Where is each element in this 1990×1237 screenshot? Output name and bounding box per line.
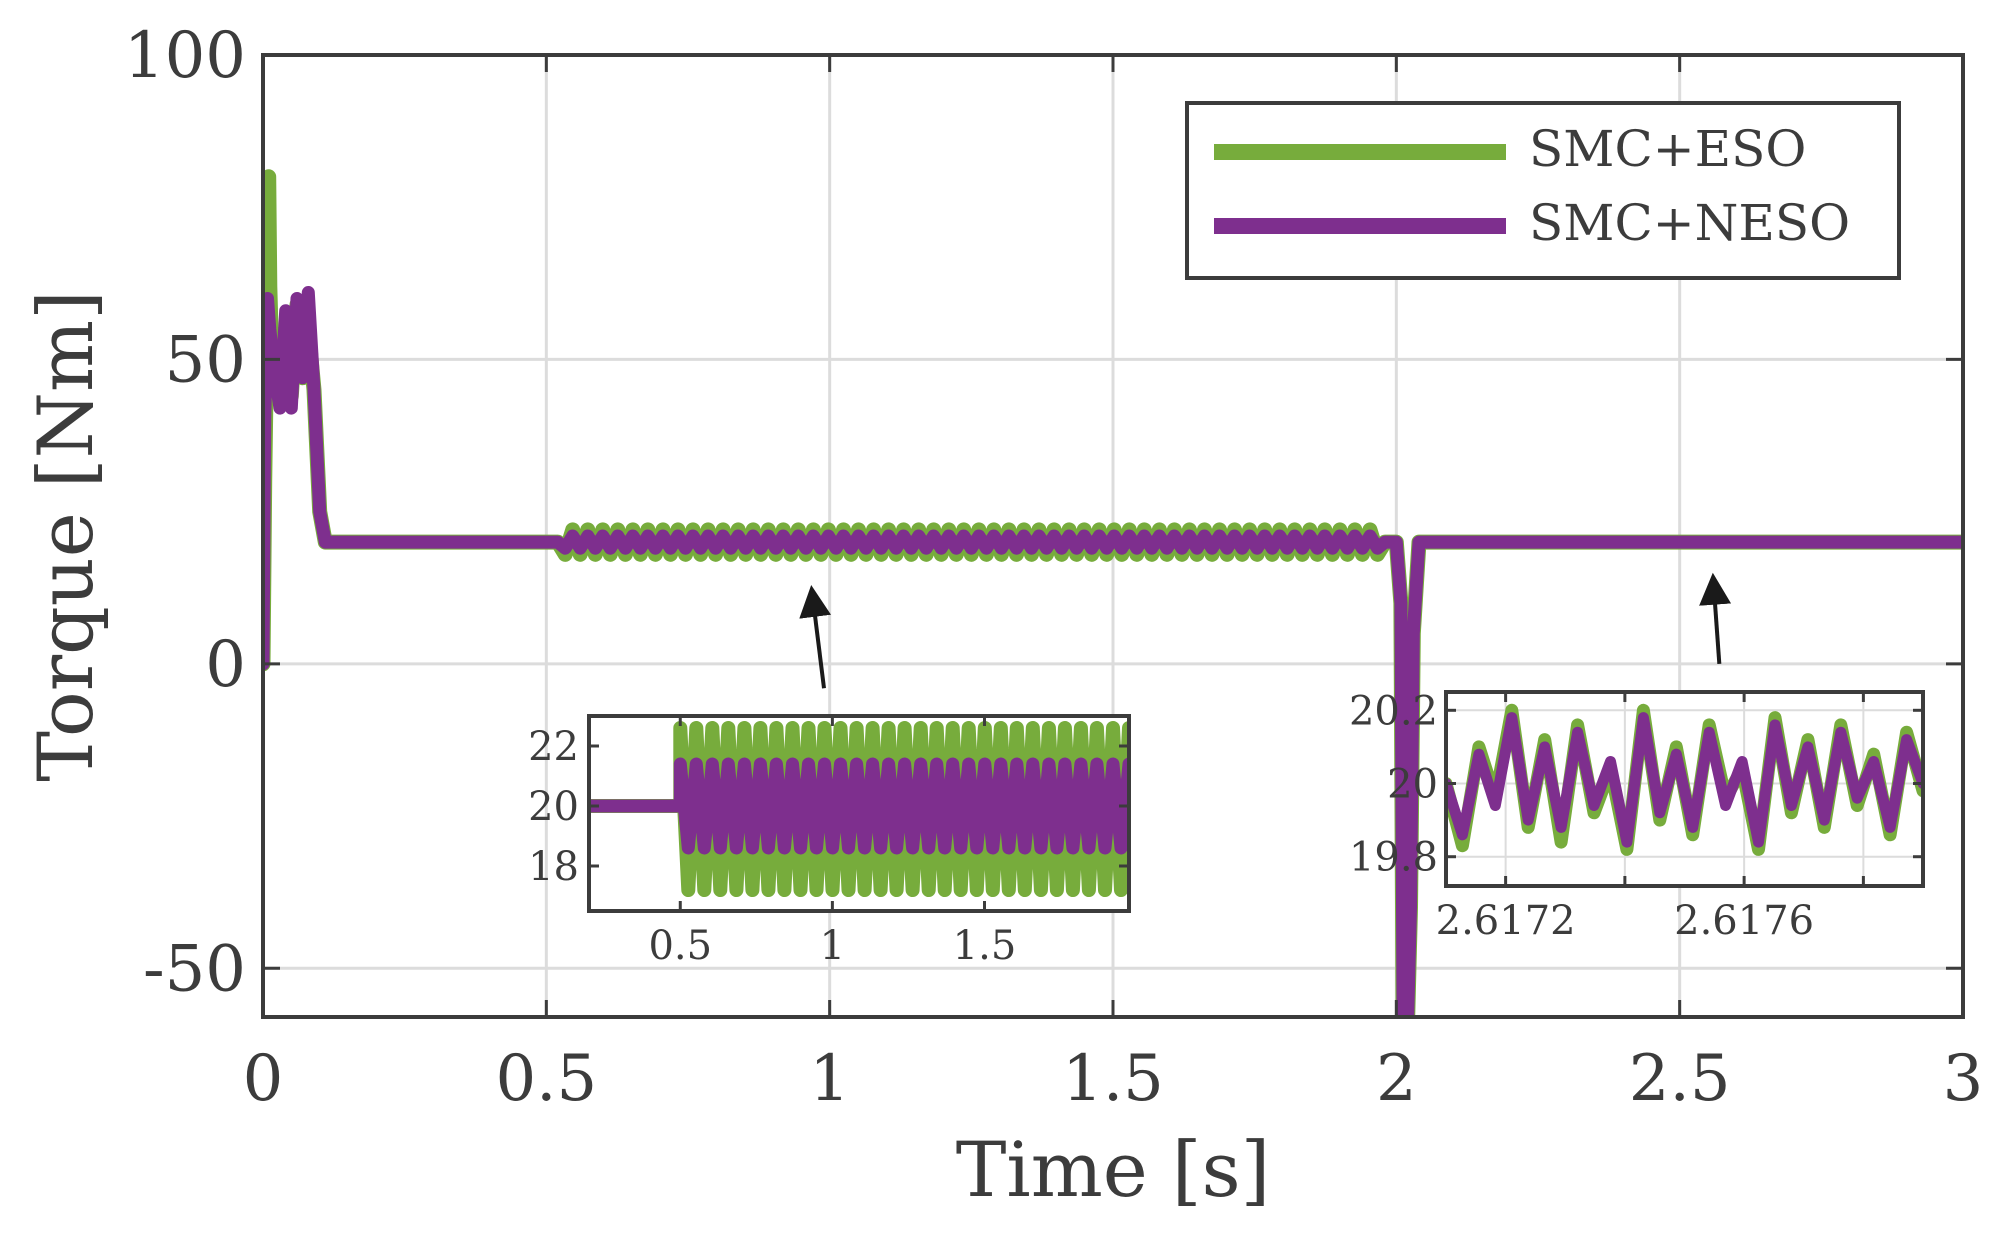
x-axis-label: Time [s]	[956, 1125, 1271, 1214]
inset-2: 2.6172 2.6176 19.8 20 20.2	[1349, 688, 1925, 944]
inset-2-x-tick-label: 2.6172	[1436, 898, 1576, 944]
main-lines	[263, 169, 1963, 1017]
x-tick-label: 1	[809, 1042, 850, 1116]
inset-1-series-smc-neso	[589, 757, 1129, 855]
x-tick-label: 0	[243, 1042, 284, 1116]
annotation-arrow	[799, 584, 832, 689]
y-tick-label: 50	[165, 323, 246, 397]
x-tick-label: 3	[1943, 1042, 1984, 1116]
main-ticks: 0 0.5 1 1.5 2 2.5 3 -50 0 50 100	[124, 19, 1984, 1116]
y-axis-label: Torque [Nm]	[21, 290, 110, 781]
legend: SMC+ESO SMC+NESO	[1185, 101, 1901, 280]
inset-2-series-smc-neso	[1446, 712, 1923, 848]
x-tick-label: 0.5	[495, 1042, 597, 1116]
inset-1-ticks: 0.5 1 1.5 18 20 22	[528, 716, 1129, 969]
legend-box	[1185, 101, 1901, 280]
inset-2-x-tick-label: 2.6176	[1674, 898, 1814, 944]
y-tick-label: -50	[143, 932, 246, 1006]
annotation-arrows	[799, 572, 1732, 689]
inset-2-y-tick-label: 20	[1387, 762, 1438, 808]
inset-2-axes-box	[1444, 690, 1925, 888]
y-tick-label: 0	[205, 628, 246, 702]
inset-1-x-tick-label: 1.5	[953, 923, 1017, 969]
inset-1-y-tick-label: 20	[528, 784, 579, 830]
inset-1-x-tick-label: 0.5	[648, 923, 712, 969]
inset-1-x-tick-label: 1	[820, 923, 845, 969]
series-line-smc-neso	[263, 286, 1963, 1017]
x-tick-label: 2.5	[1629, 1042, 1731, 1116]
x-tick-label: 1.5	[1062, 1042, 1164, 1116]
x-tick-label: 2	[1376, 1042, 1417, 1116]
inset-2-y-tick-label: 20.2	[1349, 688, 1438, 734]
inset-1-y-tick-label: 18	[528, 844, 579, 890]
inset-1-y-tick-label: 22	[528, 724, 579, 770]
annotation-arrow	[1699, 572, 1732, 665]
y-tick-label: 100	[124, 19, 246, 93]
inset-2-lines	[1446, 703, 1923, 856]
inset-2-y-tick-label: 19.8	[1349, 835, 1438, 881]
inset-1: 0.5 1 1.5 18 20 22	[528, 714, 1131, 969]
inset-1-axes-box	[587, 714, 1131, 913]
legend-label-smc-eso: SMC+ESO	[1529, 120, 1806, 178]
legend-label-smc-neso: SMC+NESO	[1529, 194, 1850, 252]
inset-1-lines	[589, 721, 1129, 897]
inset-2-ticks: 2.6172 2.6176 19.8 20 20.2	[1349, 688, 1923, 944]
